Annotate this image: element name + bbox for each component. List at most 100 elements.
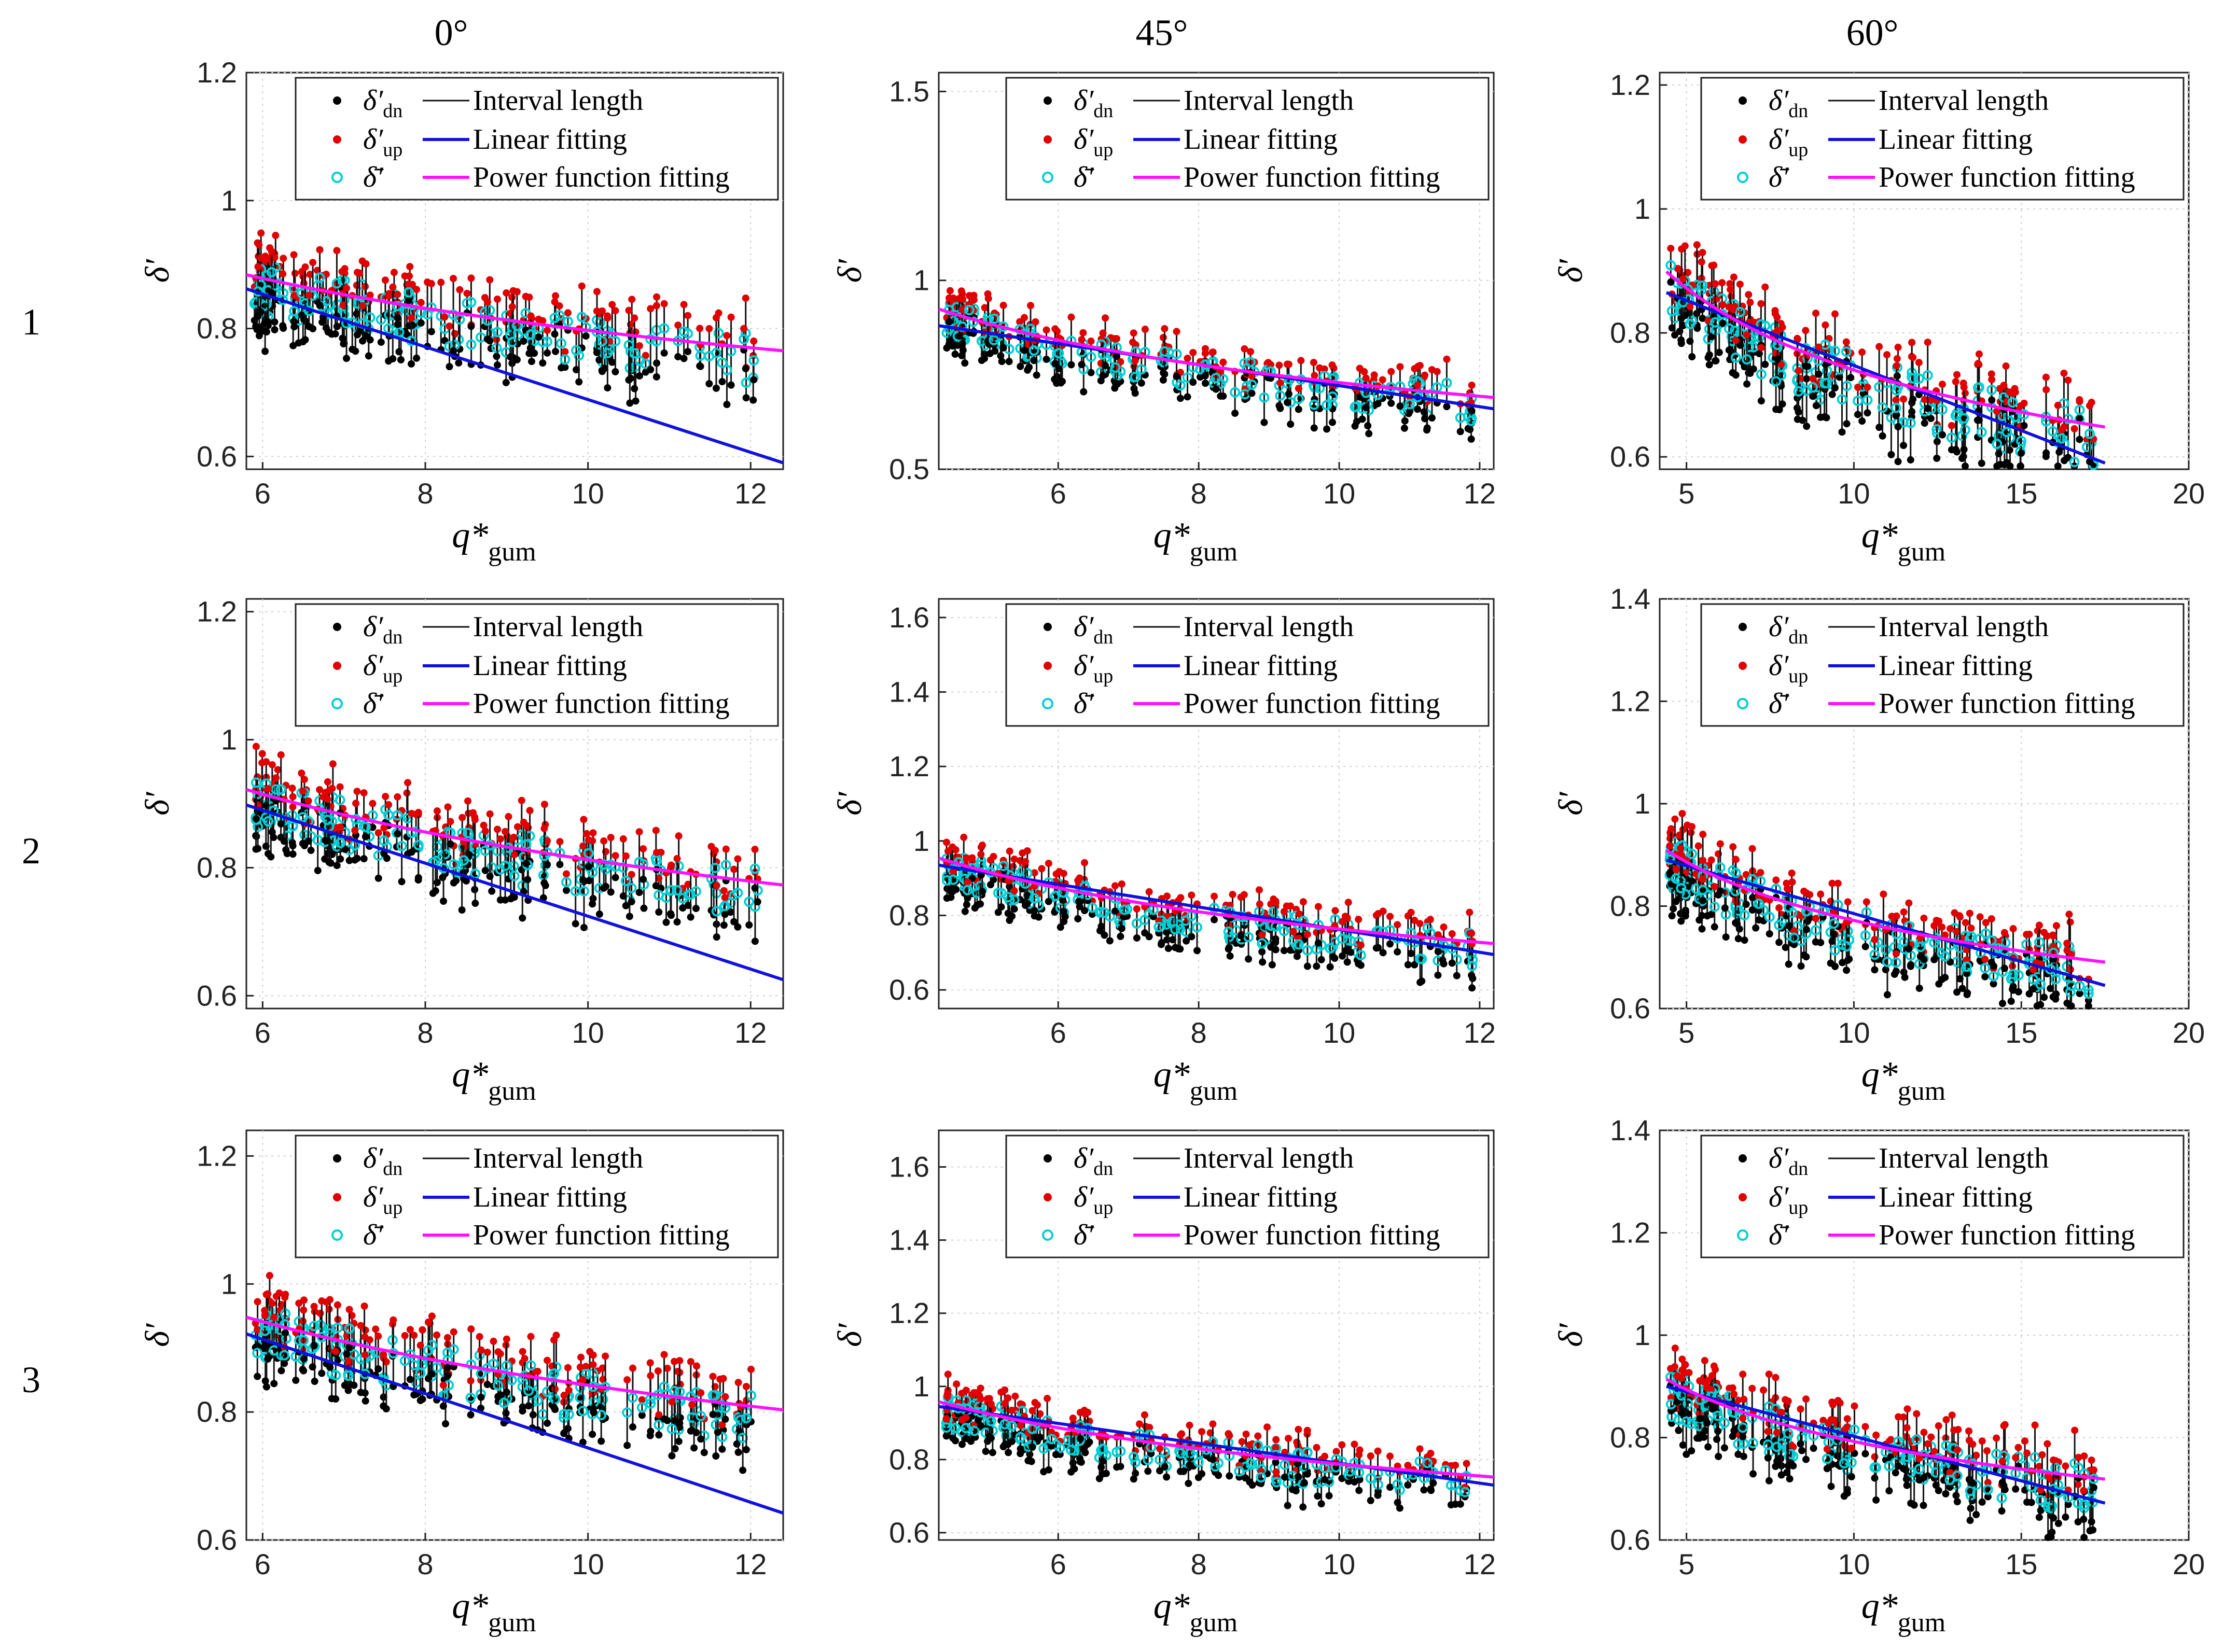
point-dn <box>488 887 496 895</box>
point-dn <box>1785 960 1792 968</box>
point-up <box>300 1296 308 1304</box>
point-dn <box>1845 955 1853 963</box>
point-dn <box>675 1437 683 1445</box>
point-dn <box>1118 925 1125 932</box>
point-mean <box>448 309 459 320</box>
point-up <box>483 1348 491 1356</box>
point-dn <box>611 368 619 375</box>
point-up <box>1344 899 1352 906</box>
point-dn <box>535 333 543 341</box>
point-dn <box>1313 962 1320 970</box>
point-up <box>2058 426 2065 434</box>
point-up <box>1161 325 1169 332</box>
point-dn <box>1688 353 1696 361</box>
point-dn <box>1667 278 1675 286</box>
point-up <box>1184 354 1191 362</box>
point-dn <box>1858 417 1866 425</box>
point-dn <box>1067 361 1075 369</box>
x-tick-label: 8 <box>1191 1016 1207 1049</box>
point-dn <box>1106 937 1114 945</box>
point-dn <box>394 314 401 321</box>
point-dn <box>1695 916 1703 924</box>
point-dn <box>1362 403 1370 411</box>
power-fit-line <box>246 273 784 353</box>
point-up <box>636 342 644 349</box>
point-dn <box>1428 414 1436 422</box>
point-up <box>1118 880 1125 888</box>
point-dn <box>513 356 521 363</box>
point-dn <box>1722 933 1730 941</box>
point-dn <box>1861 943 1869 950</box>
point-dn <box>1712 357 1719 365</box>
legend-mean-marker <box>331 698 343 709</box>
point-up <box>687 1358 694 1366</box>
point-dn <box>417 319 425 327</box>
point-dn <box>1734 935 1742 943</box>
point-up <box>593 307 601 315</box>
point-up <box>1310 359 1317 367</box>
point-dn <box>1097 922 1105 930</box>
point-dn <box>1963 991 1971 999</box>
point-dn <box>1981 973 1989 981</box>
point-dn <box>1803 423 1811 430</box>
point-up <box>268 761 276 768</box>
point-up <box>628 296 636 303</box>
point-dn <box>563 887 571 894</box>
point-up <box>652 827 660 834</box>
point-up <box>1893 362 1900 370</box>
point-up <box>1258 931 1266 939</box>
point-up <box>272 774 280 782</box>
point-mean <box>1275 390 1286 401</box>
point-dn <box>1010 905 1018 913</box>
point-mean <box>335 794 345 805</box>
point-mean <box>1862 395 1873 405</box>
point-dn <box>1900 442 1908 450</box>
point-dn <box>1790 941 1798 948</box>
point-up <box>1407 908 1415 916</box>
point-mean <box>1153 921 1164 932</box>
point-mean <box>626 883 637 893</box>
y-tick-label: 1 <box>221 184 237 217</box>
point-dn <box>585 863 592 871</box>
point-dn <box>705 380 713 388</box>
point-dn <box>1836 373 1843 381</box>
point-dn <box>1741 936 1748 944</box>
point-up <box>607 834 615 842</box>
legend-up-marker <box>1739 135 1747 144</box>
point-mean <box>394 327 405 338</box>
point-dn <box>450 879 457 887</box>
point-mean <box>1880 944 1891 955</box>
x-axis-label: q*gum <box>452 515 536 567</box>
point-up <box>1963 956 1970 964</box>
point-dn <box>631 385 638 393</box>
point-dn <box>279 322 287 330</box>
point-up <box>1201 349 1209 357</box>
point-up <box>631 314 638 322</box>
point-mean <box>1905 417 1916 428</box>
point-mean <box>1302 945 1313 956</box>
point-up <box>986 856 994 864</box>
point-dn <box>450 347 457 355</box>
point-dn <box>1975 416 1983 424</box>
point-mean <box>1246 379 1257 390</box>
legend-dn-marker <box>333 96 341 105</box>
point-dn <box>301 336 309 344</box>
point-dn <box>573 366 580 374</box>
point-dn <box>998 358 1006 366</box>
point-up <box>1355 916 1363 923</box>
point-up <box>544 1356 551 1364</box>
point-up <box>1060 870 1067 877</box>
point-up <box>635 828 643 836</box>
point-dn <box>622 902 630 909</box>
point-up <box>381 276 389 284</box>
legend-box <box>295 77 779 201</box>
point-up <box>946 287 954 295</box>
point-dn <box>408 321 416 329</box>
point-dn <box>318 318 326 326</box>
point-up <box>740 325 748 332</box>
point-up <box>366 291 374 299</box>
y-tick-label: 1.6 <box>889 601 929 634</box>
